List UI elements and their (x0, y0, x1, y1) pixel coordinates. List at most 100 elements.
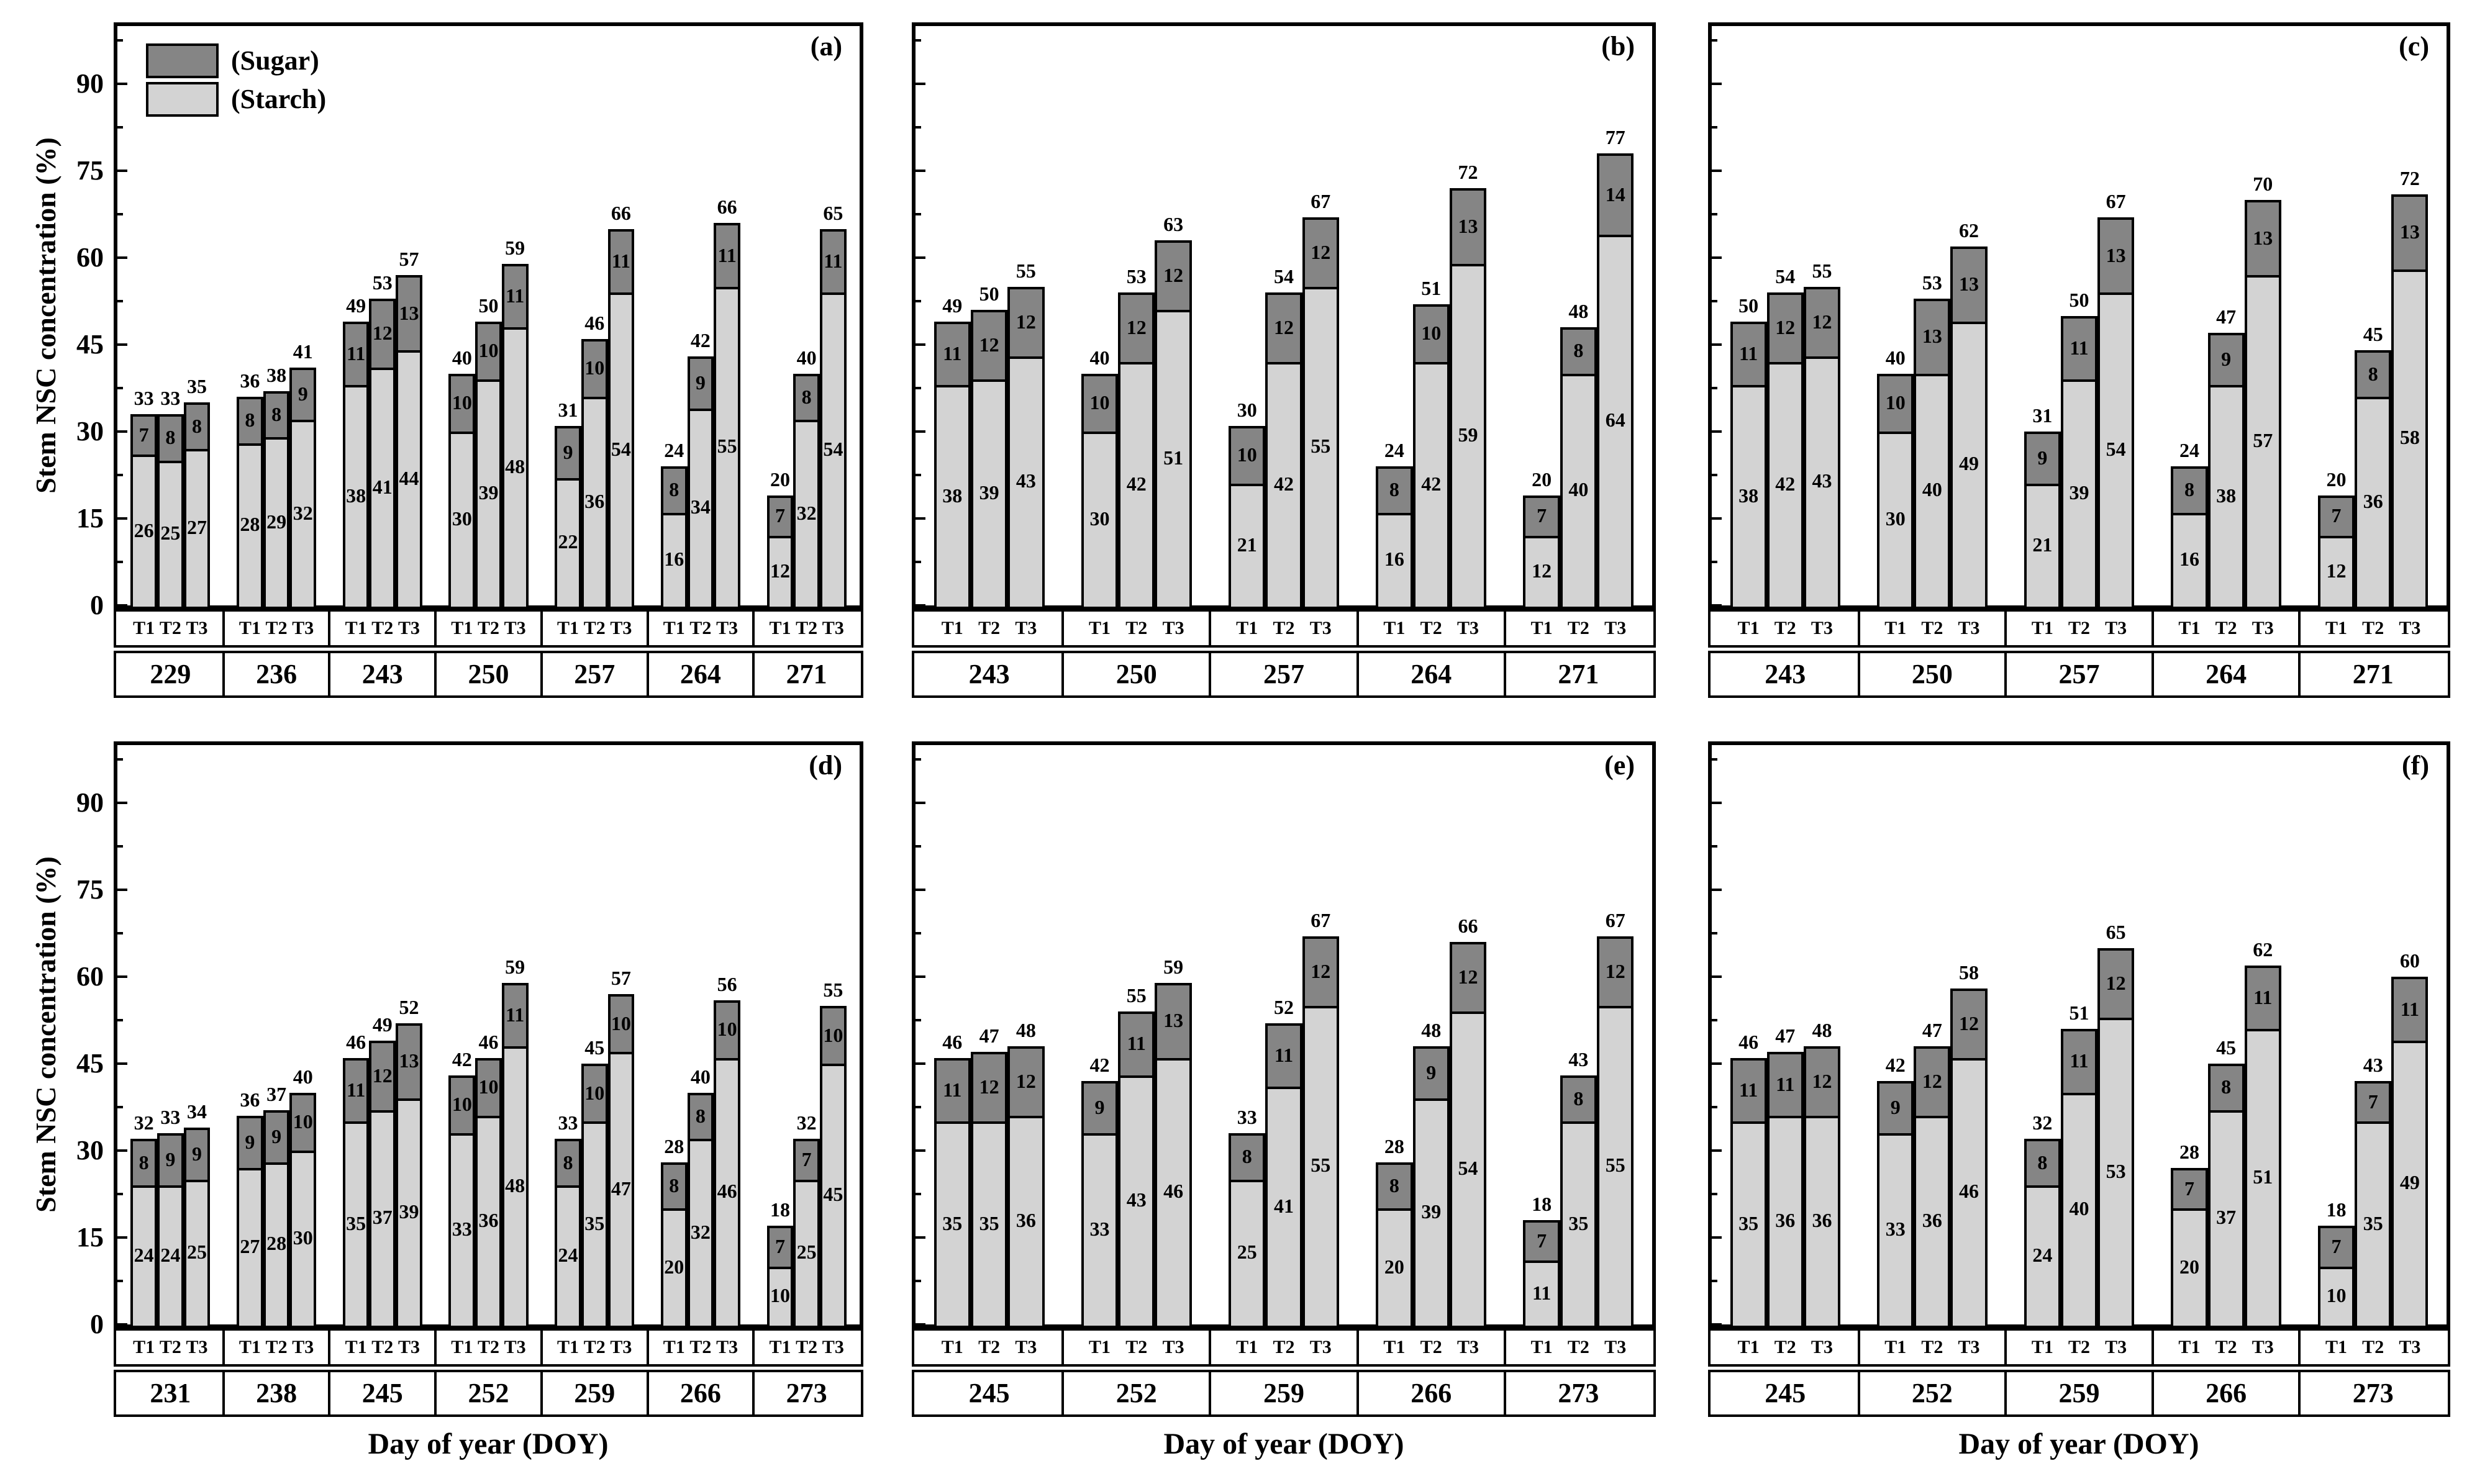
starch-bar-segment (1412, 1098, 1450, 1328)
starch-value-label: 33 (1885, 1218, 1906, 1241)
total-value-label: 62 (2253, 938, 2273, 961)
total-value-label: 32 (796, 1111, 817, 1134)
y-major-tick (916, 83, 925, 86)
starch-bar-segment (130, 455, 157, 609)
doy-label: 243 (1765, 659, 1806, 689)
y-minor-tick (1712, 474, 1717, 477)
sugar-bar-segment (1560, 1075, 1597, 1124)
starch-value-label: 21 (2032, 533, 2053, 556)
sugar-bar-segment (766, 495, 794, 539)
treatment-label: T1 (663, 1337, 685, 1357)
starch-bar-segment (660, 1208, 688, 1328)
y-minor-tick (1712, 387, 1717, 390)
starch-bar-segment (2024, 1185, 2061, 1328)
sugar-value-label: 12 (1311, 959, 1331, 982)
sugar-value-label: 13 (2253, 226, 2273, 249)
treatment-label: T2 (1273, 618, 1295, 638)
total-value-label: 40 (1089, 346, 1110, 369)
y-minor-tick (916, 213, 921, 216)
sugar-bar-segment (1007, 286, 1045, 359)
y-minor-tick (1712, 561, 1717, 564)
sugar-value-label: 9 (1426, 1061, 1437, 1084)
sugar-bar-segment (1950, 988, 1988, 1061)
total-value-label: 72 (2399, 166, 2420, 189)
sugar-bar-segment (1766, 1052, 1804, 1119)
starch-value-label: 35 (346, 1211, 366, 1234)
y-major-tick (1712, 802, 1722, 805)
treatment-label: T1 (239, 1337, 261, 1357)
y-major-tick (916, 517, 925, 520)
doy-row-separator (222, 651, 225, 698)
sugar-bar-segment (1229, 425, 1266, 487)
treatment-row-box (912, 1328, 1656, 1367)
sugar-bar-segment (2355, 350, 2392, 400)
treatment-row-separator (1857, 609, 1860, 648)
total-value-label: 40 (690, 1065, 711, 1088)
starch-value-label: 35 (1568, 1211, 1589, 1234)
total-value-label: 50 (979, 283, 999, 305)
doy-row-separator (646, 1370, 649, 1417)
treatment-row-separator (540, 1328, 543, 1367)
sugar-bar-segment (2391, 977, 2429, 1043)
treatment-label: T3 (2399, 1337, 2421, 1357)
starch-value-label: 53 (2106, 1159, 2126, 1182)
doy-row-separator (2151, 1370, 2154, 1417)
total-value-label: 47 (979, 1025, 999, 1047)
total-value-label: 49 (346, 294, 366, 317)
doy-label: 271 (786, 659, 827, 689)
total-value-label: 40 (1885, 346, 1906, 369)
treatment-row-separator (1503, 609, 1506, 648)
doy-row-separator (646, 651, 649, 698)
y-minor-tick (1712, 1106, 1717, 1109)
sugar-value-label: 11 (1739, 342, 1758, 365)
treatment-row-separator (1209, 1328, 1212, 1367)
sugar-value-label: 13 (2106, 243, 2126, 266)
treatment-row-separator (1356, 609, 1359, 648)
starch-value-label: 37 (2216, 1206, 2237, 1229)
starch-bar-segment (342, 1121, 370, 1328)
sugar-bar-segment (2024, 432, 2061, 487)
starch-bar-segment (1914, 1116, 1951, 1328)
treatment-label: T1 (451, 1337, 473, 1357)
sugar-value-label: 7 (2331, 1235, 2342, 1258)
sugar-bar-segment (1376, 466, 1413, 515)
sugar-value-label: 9 (192, 1142, 202, 1165)
y-minor-tick (1712, 39, 1717, 42)
starch-bar-segment (1597, 1005, 1634, 1328)
starch-bar-segment (1229, 1179, 1266, 1328)
y-tick-label: 75 (76, 874, 104, 905)
x-axis-title-panel-f: Day of year (DOY) (1958, 1427, 2199, 1460)
doy-row-separator (2298, 651, 2301, 698)
starch-value-label: 20 (664, 1255, 684, 1278)
starch-bar-segment (607, 292, 635, 609)
starch-bar-segment (2097, 292, 2135, 609)
sugar-value-label: 8 (2184, 478, 2194, 501)
doy-label: 273 (786, 1378, 827, 1408)
sugar-bar-segment (448, 1075, 476, 1136)
starch-bar-segment (157, 460, 184, 609)
sugar-value-label: 10 (823, 1023, 843, 1046)
doy-label: 252 (1116, 1378, 1157, 1408)
total-value-label: 67 (1605, 908, 1625, 931)
total-value-label: 57 (611, 967, 631, 990)
treatment-label: T3 (2105, 618, 2127, 638)
y-tick-label: 90 (76, 787, 104, 818)
y-major-tick (117, 517, 127, 520)
sugar-value-label: 12 (1922, 1070, 1942, 1093)
sugar-bar-segment (687, 356, 714, 411)
doy-row-box (912, 1370, 1656, 1417)
sugar-value-label: 11 (824, 249, 843, 272)
y-tick-label: 30 (76, 416, 104, 447)
doy-label: 273 (1558, 1378, 1599, 1408)
starch-bar-segment (1950, 321, 1988, 609)
sugar-value-label: 8 (1573, 1087, 1584, 1110)
treatment-label: T1 (1530, 618, 1553, 638)
y-tick-label: 60 (76, 961, 104, 992)
sugar-bar-segment (1265, 1023, 1302, 1090)
starch-value-label: 10 (2326, 1284, 2347, 1307)
sugar-value-label: 10 (1089, 391, 1110, 414)
starch-value-label: 41 (1274, 1194, 1294, 1217)
y-minor-tick (1712, 1193, 1717, 1196)
total-value-label: 32 (134, 1111, 154, 1134)
doy-label: 264 (2206, 659, 2247, 689)
